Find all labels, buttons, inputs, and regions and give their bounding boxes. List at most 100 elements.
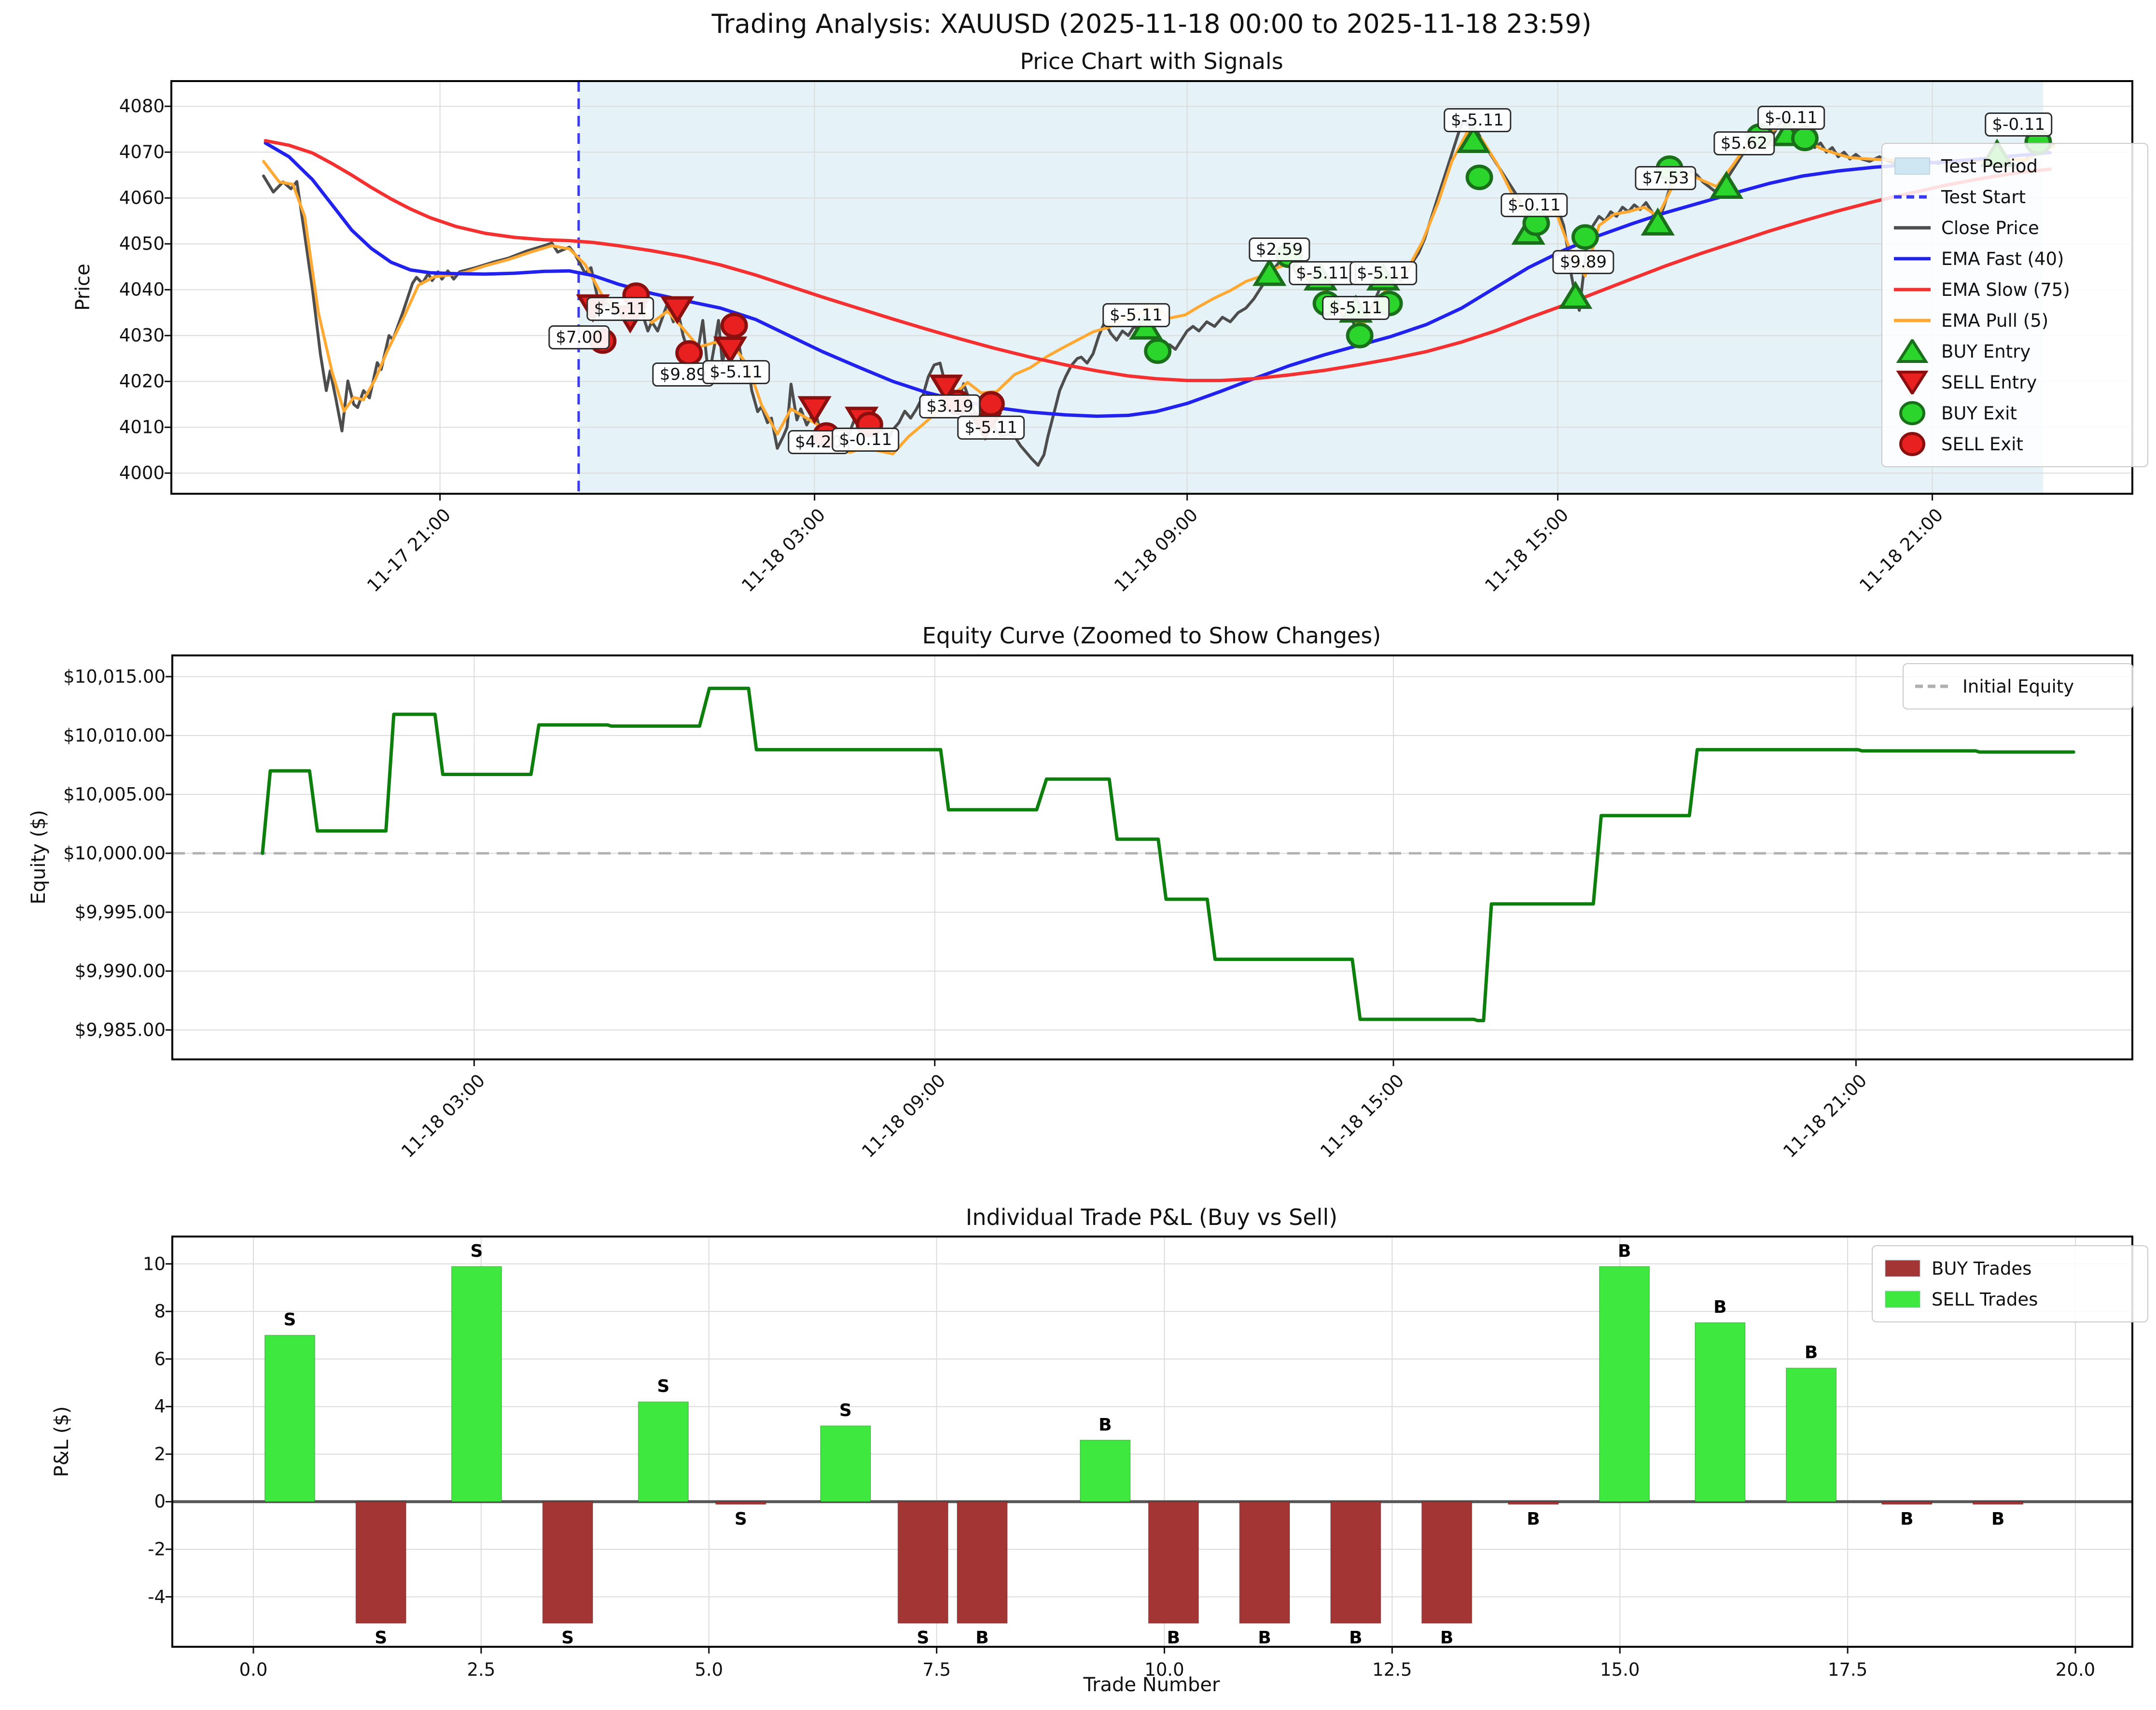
trade-side-letter: S — [561, 1628, 574, 1648]
sell-exit-marker — [675, 340, 703, 366]
x-tick-label: 0.0 — [239, 1659, 268, 1680]
y-tick-label: 6 — [154, 1349, 166, 1370]
trade-side-letter: B — [1617, 1241, 1631, 1262]
y-tick-label: 4030 — [119, 325, 165, 346]
y-tick-label: 4000 — [119, 462, 165, 484]
sell-entry-marker — [713, 336, 748, 365]
trade-side-letter: S — [917, 1628, 930, 1648]
y-tick-label: 4070 — [119, 141, 165, 163]
trade-pnl-bar — [1421, 1501, 1473, 1624]
rect-swatch-icon — [1894, 157, 1930, 175]
buy-entry-marker — [1558, 280, 1593, 309]
rect-swatch-icon — [1885, 1291, 1920, 1308]
trade-side-letter: S — [470, 1241, 483, 1262]
pnl-annotation: $-5.11 — [1322, 296, 1390, 320]
trade-pnl-bar — [897, 1501, 948, 1624]
legend-item: SELL Trades — [1883, 1284, 2137, 1315]
sell-entry-marker — [797, 396, 832, 425]
equity-chart-title: Equity Curve (Zoomed to Show Changes) — [922, 623, 1381, 649]
buy-entry-marker — [1709, 170, 1744, 199]
price-chart-title: Price Chart with Signals — [1020, 48, 1283, 74]
rect-swatch-icon — [1885, 1260, 1920, 1277]
dashed-swatch-icon — [1915, 684, 1952, 688]
legend-item: EMA Slow (75) — [1893, 274, 2137, 305]
buy-entry-marker — [1456, 125, 1491, 153]
pnl-annotation: $-5.11 — [957, 416, 1025, 440]
y-tick-label: 4060 — [119, 187, 165, 209]
trade-side-letter: S — [283, 1310, 296, 1330]
axes-spine — [171, 1236, 2133, 1648]
trade-side-letter: B — [1440, 1628, 1454, 1648]
y-tick-label: -4 — [148, 1586, 166, 1608]
pnl-chart-legend: BUY Trades SELL Trades — [1872, 1245, 2148, 1322]
equity-curve-line — [261, 686, 2075, 1022]
trade-pnl-bar — [1239, 1501, 1290, 1624]
x-tick-label: 17.5 — [1827, 1659, 1868, 1680]
trade-side-letter: B — [1991, 1509, 2005, 1529]
trade-side-letter: B — [975, 1628, 989, 1648]
y-tick-label: 8 — [154, 1301, 166, 1322]
trade-side-letter: S — [734, 1509, 747, 1529]
buy-exit-marker — [1346, 322, 1374, 348]
line-swatch-icon — [1894, 257, 1931, 261]
legend-item-label: SELL Entry — [1941, 372, 2037, 393]
y-tick-label: $9,995.00 — [74, 902, 166, 923]
legend-item-label: SELL Trades — [1932, 1289, 2038, 1310]
legend-item-label: SELL Exit — [1941, 433, 2023, 455]
trade-pnl-bar — [1508, 1501, 1559, 1505]
x-tick-label: 15.0 — [1600, 1659, 1640, 1680]
y-tick-label: $9,990.00 — [74, 960, 166, 982]
buy-exit-marker — [1791, 125, 1819, 152]
trade-side-letter: S — [839, 1401, 852, 1421]
pnl-annotation: $7.00 — [548, 325, 610, 350]
figure-title: Trading Analysis: XAUUSD (2025-11-18 00:… — [711, 9, 1592, 39]
pnl-annotation: $-5.11 — [1289, 261, 1356, 286]
legend-item: Test Start — [1893, 181, 2137, 212]
y-tick-label: 0 — [154, 1491, 166, 1512]
trade-side-letter: B — [1167, 1628, 1181, 1648]
y-tick-label: $10,010.00 — [63, 725, 166, 746]
buy-entry-marker — [1641, 207, 1675, 236]
legend-item-label: Test Period — [1941, 155, 2038, 177]
trade-side-letter: B — [1258, 1628, 1271, 1648]
trade-pnl-bar — [715, 1501, 766, 1505]
y-tick-label: 4020 — [119, 371, 165, 392]
x-tick-label: 20.0 — [2055, 1659, 2096, 1680]
trade-pnl-bar — [957, 1501, 1008, 1624]
y-tick-label: $10,015.00 — [63, 666, 166, 687]
trade-side-letter: B — [1099, 1415, 1112, 1435]
pnl-annotation: $-5.11 — [1349, 261, 1417, 286]
trade-pnl-bar — [1881, 1501, 1933, 1505]
y-tick-label: -2 — [148, 1539, 166, 1560]
price-chart-legend: Test Period Test Start Close Price EMA Fast… — [1881, 143, 2148, 467]
legend-item: Test Period — [1893, 151, 2137, 181]
legend-item: EMA Pull (5) — [1893, 305, 2137, 336]
trade-pnl-bar — [542, 1501, 593, 1624]
circle-swatch-icon — [1899, 401, 1925, 425]
y-tick-label: 4050 — [119, 233, 165, 254]
pnl-annotation: $-5.11 — [1444, 108, 1511, 132]
line-swatch-icon — [1894, 226, 1931, 230]
legend-item: Initial Equity — [1914, 671, 2122, 702]
buy-exit-marker — [1571, 224, 1599, 250]
y-tick-label: $10,000.00 — [63, 843, 166, 864]
pnl-chart-xlabel: Trade Number — [1083, 1674, 1220, 1696]
trade-pnl-bar — [264, 1335, 316, 1502]
y-tick-label: 4080 — [119, 96, 165, 117]
x-tick-label: 5.0 — [695, 1659, 723, 1680]
trade-pnl-bar — [355, 1501, 406, 1624]
legend-item: Close Price — [1893, 212, 2137, 243]
sell-entry-marker — [929, 375, 963, 403]
pnl-annotation: $-0.11 — [1985, 112, 2053, 137]
legend-item-label: EMA Pull (5) — [1941, 310, 2049, 331]
legend-item-label: Close Price — [1941, 217, 2039, 238]
pnl-annotation: $-5.11 — [586, 297, 654, 321]
legend-item: BUY Entry — [1893, 336, 2137, 367]
pnl-annotation: $5.62 — [1713, 131, 1775, 156]
line-swatch-icon — [1894, 319, 1931, 322]
triangle-down-swatch-icon — [1896, 371, 1929, 394]
equity-chart-legend: Initial Equity — [1903, 663, 2133, 709]
circle-swatch-icon — [1899, 432, 1925, 456]
